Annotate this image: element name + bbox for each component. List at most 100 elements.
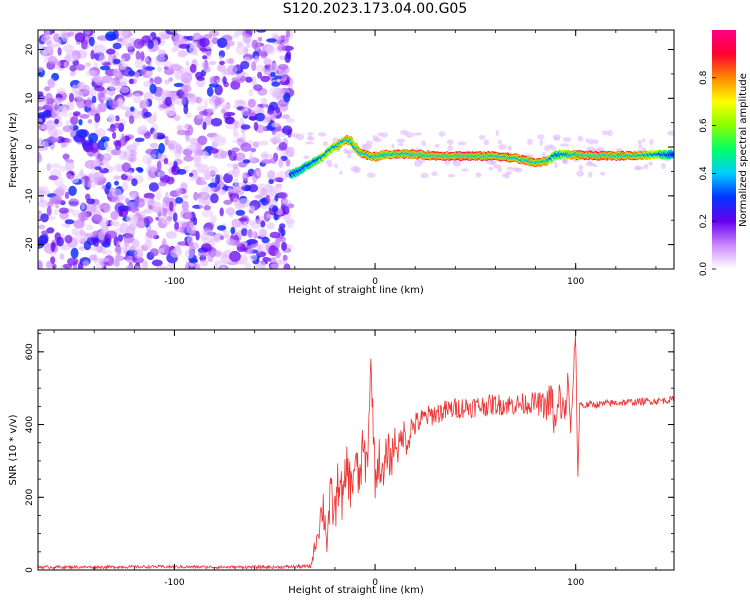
- noise-blob: [112, 131, 117, 139]
- noise-blob: [206, 165, 218, 176]
- noise-blob: [158, 247, 165, 254]
- noise-blob: [240, 75, 247, 82]
- halo-blob: [350, 165, 359, 172]
- noise-blob: [106, 48, 116, 55]
- noise-blob: [184, 212, 192, 220]
- noise-blob: [267, 170, 276, 180]
- halo-blob: [339, 170, 343, 175]
- noise-blob: [38, 66, 44, 73]
- halo-blob: [347, 154, 352, 159]
- noise-blob: [287, 83, 293, 90]
- noise-blob: [69, 71, 76, 77]
- noise-blob: [186, 224, 196, 235]
- snr-y-axis-label: SNR (10 * v/v): [8, 414, 19, 485]
- noise-blob: [118, 30, 129, 38]
- noise-blob: [271, 122, 281, 128]
- noise-blob: [195, 142, 203, 152]
- noise-blob: [242, 159, 251, 164]
- halo-blob: [454, 162, 462, 167]
- noise-blob: [254, 194, 263, 199]
- noise-blob: [120, 133, 126, 144]
- noise-blob: [46, 136, 58, 144]
- halo-blob: [578, 164, 584, 171]
- noise-blob: [143, 111, 152, 118]
- x-tick-label: 0: [372, 277, 378, 287]
- noise-blob: [270, 257, 277, 264]
- noise-blob: [233, 177, 239, 186]
- noise-blob: [188, 172, 194, 177]
- noise-blob: [218, 55, 223, 61]
- noise-blob: [84, 193, 91, 201]
- noise-blob: [94, 85, 105, 92]
- noise-blob: [68, 123, 74, 133]
- noise-blob: [63, 61, 69, 69]
- noise-blob: [84, 30, 91, 36]
- noise-blob: [208, 148, 219, 154]
- noise-blob: [116, 37, 123, 42]
- noise-blob: [46, 205, 52, 216]
- noise-blob: [95, 262, 105, 269]
- halo-blob: [366, 172, 376, 178]
- noise-blob: [238, 217, 248, 222]
- noise-blob: [278, 132, 287, 138]
- noise-blob: [118, 155, 126, 160]
- noise-blob: [194, 157, 202, 167]
- y-tick-label: -10: [25, 188, 35, 203]
- noise-blob: [75, 64, 86, 71]
- noise-blob: [162, 90, 173, 97]
- noise-blob: [164, 191, 169, 203]
- noise-blob: [121, 162, 131, 173]
- snr-plot-area: [38, 334, 674, 570]
- noise-blob: [234, 120, 240, 129]
- noise-blob: [247, 248, 254, 253]
- halo-blob: [553, 136, 561, 141]
- noise-blob: [48, 55, 58, 65]
- noise-blob: [62, 44, 75, 53]
- noise-blob: [277, 44, 286, 52]
- noise-blob: [208, 182, 218, 188]
- noise-blob: [71, 228, 79, 236]
- halo-blob: [504, 172, 510, 179]
- noise-blob: [91, 95, 97, 104]
- noise-blob: [143, 66, 155, 71]
- halo-blob: [438, 131, 446, 137]
- noise-blob: [215, 174, 221, 185]
- noise-blob: [204, 222, 215, 230]
- noise-blob: [54, 103, 59, 111]
- noise-blob: [261, 236, 270, 244]
- spectrogram-y-ticks: -20 -10 0 10 20: [25, 44, 674, 270]
- noise-blob: [181, 200, 189, 212]
- noise-blob: [285, 159, 291, 167]
- noise-blob: [103, 140, 110, 149]
- noise-blob: [71, 209, 80, 217]
- noise-blob: [119, 222, 129, 234]
- noise-blob: [81, 137, 87, 146]
- noise-blob: [99, 65, 111, 71]
- noise-blob: [277, 192, 288, 199]
- halo-blob: [343, 148, 348, 154]
- noise-blob: [44, 101, 54, 110]
- noise-blob: [128, 150, 137, 157]
- noise-blob: [228, 187, 233, 193]
- noise-blob: [121, 181, 129, 192]
- halo-blob: [365, 140, 373, 146]
- noise-blob: [266, 38, 277, 43]
- noise-blob: [199, 37, 210, 48]
- noise-blob: [286, 220, 294, 229]
- noise-blob: [117, 234, 124, 242]
- noise-blob: [112, 42, 122, 50]
- noise-blob: [89, 254, 97, 261]
- noise-blob: [255, 64, 266, 72]
- noise-blob: [51, 109, 56, 117]
- noise-blob: [223, 199, 233, 205]
- noise-blob: [219, 235, 224, 241]
- halo-blob: [479, 134, 486, 140]
- noise-blob: [158, 181, 167, 187]
- noise-blob: [128, 51, 134, 56]
- noise-blob: [170, 93, 176, 103]
- noise-blob: [228, 150, 237, 161]
- halo-blob: [667, 130, 674, 136]
- noise-blob: [276, 259, 287, 265]
- noise-blob: [101, 249, 107, 255]
- noise-blob: [147, 40, 154, 49]
